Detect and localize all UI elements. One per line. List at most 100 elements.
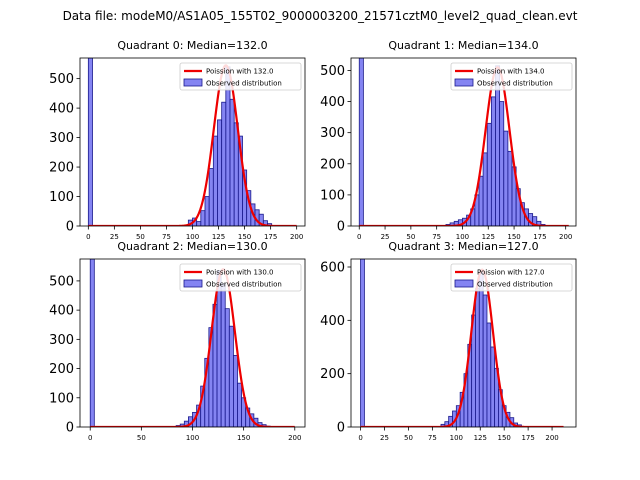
legend: Poission with 132.0 Observed distribution: [179, 62, 302, 91]
y-tick-label: 200: [320, 157, 345, 172]
x-tick-label: 100: [450, 434, 463, 442]
x-tick-label: 25: [381, 233, 390, 241]
histogram-bar: [217, 119, 223, 226]
x-tick-label: 0: [358, 434, 362, 442]
subplot-title: Quadrant 1: Median=134.0: [388, 39, 538, 52]
histogram-bar: [208, 168, 214, 226]
y-tick-label: 0: [337, 421, 345, 436]
legend-label-poisson: Poission with 127.0: [477, 269, 545, 277]
histogram-bar: [237, 382, 242, 427]
histogram-bar: [490, 96, 496, 226]
histogram-bar: [212, 135, 218, 226]
y-tick-label: 100: [49, 391, 74, 406]
histogram-bar: [220, 283, 226, 427]
histogram-bar: [233, 122, 239, 226]
histogram-bar: [486, 122, 492, 226]
x-tick-label: 75: [432, 233, 441, 241]
legend-label-observed: Observed distribution: [477, 281, 553, 289]
subplot-title: Quadrant 3: Median=127.0: [388, 240, 538, 253]
histogram-bar: [89, 259, 95, 427]
x-tick-label: 200: [290, 233, 303, 241]
x-tick-label: 175: [533, 233, 546, 241]
y-tick-label: 600: [320, 261, 345, 276]
plot-area: [87, 58, 297, 226]
y-tick-label: 200: [320, 367, 345, 382]
legend-box: [179, 263, 302, 292]
x-tick-label: 100: [186, 233, 199, 241]
histogram-bar: [229, 98, 235, 226]
x-tick-label: 50: [406, 233, 415, 241]
legend-label-observed: Observed distribution: [206, 80, 282, 88]
x-tick-label: 100: [456, 233, 469, 241]
legend-bar-swatch: [454, 279, 474, 288]
y-tick-label: 300: [320, 126, 345, 141]
histogram-bar: [225, 66, 231, 226]
x-tick-label: 200: [545, 434, 558, 442]
histogram-bar: [499, 101, 505, 226]
x-tick-label: 50: [404, 434, 413, 442]
histogram-bar: [358, 58, 364, 226]
histogram-bar: [216, 270, 222, 427]
x-tick-label: 0: [86, 233, 90, 241]
x-tick-label: 125: [212, 233, 225, 241]
subplots-grid: Quadrant 0: Median=132.0 0 25 50 75 100 125 150…: [49, 39, 577, 442]
histogram-bar: [233, 355, 238, 427]
subplot-title: Quadrant 2: Median=130.0: [117, 240, 267, 253]
histogram-bar: [490, 346, 496, 427]
y-tick-label: 0: [66, 220, 74, 235]
y-tick-label: 200: [49, 362, 74, 377]
y-tick-label: 300: [49, 333, 74, 348]
y-tick-label: 100: [320, 188, 345, 203]
legend-bar-swatch: [183, 279, 203, 288]
x-tick-label: 75: [428, 434, 437, 442]
subplot-title: Quadrant 0: Median=132.0: [117, 39, 267, 52]
legend-label-poisson: Poission with 130.0: [206, 269, 274, 277]
legend-label-poisson: Poission with 132.0: [206, 68, 274, 76]
histogram-bar: [224, 308, 230, 427]
histogram-bar: [482, 294, 488, 427]
x-tick-label: 25: [110, 233, 119, 241]
y-tick-label: 400: [320, 95, 345, 110]
plot-area: [358, 58, 569, 226]
axes-frame: [350, 57, 577, 227]
y-tick-label: 400: [49, 304, 74, 319]
histogram-bar: [478, 175, 484, 226]
histogram-bar: [200, 210, 206, 226]
subplot-quadrant-2: Quadrant 2: Median=130.0 0 50 100 150 200 0 100…: [49, 240, 306, 442]
x-tick-label: 175: [521, 434, 534, 442]
legend: Poission with 134.0 Observed distribution: [450, 62, 573, 91]
histogram-bar: [503, 130, 509, 226]
x-tick-label: 50: [136, 233, 145, 241]
x-tick-label: 125: [474, 434, 487, 442]
x-tick-label: 200: [288, 434, 301, 442]
x-tick-label: 50: [137, 434, 146, 442]
histogram-bar: [482, 152, 488, 226]
legend-bar-swatch: [183, 78, 203, 87]
poisson-fit-line: [88, 64, 297, 226]
histogram-bar: [196, 221, 202, 226]
x-tick-label: 175: [264, 233, 277, 241]
subplot-quadrant-1: Quadrant 1: Median=134.0 0 25 50 75 100 125 150…: [320, 39, 577, 241]
subplot-quadrant-0: Quadrant 0: Median=132.0 0 25 50 75 100 125 150…: [49, 39, 306, 241]
x-tick-label: 0: [88, 434, 92, 442]
y-tick-label: 400: [320, 314, 345, 329]
x-tick-label: 100: [186, 434, 199, 442]
poisson-fit-line: [90, 268, 295, 427]
x-tick-label: 75: [162, 233, 171, 241]
legend-box: [450, 62, 573, 91]
histogram-bar: [221, 101, 227, 226]
legend-label-poisson: Poission with 134.0: [477, 68, 545, 76]
x-tick-label: 200: [559, 233, 572, 241]
histogram-bar: [204, 196, 210, 226]
y-tick-label: 100: [49, 190, 74, 205]
figure-title: Data file: modeM0/AS1A05_155T02_90000032…: [63, 9, 578, 23]
legend: Poission with 130.0 Observed distribution: [179, 263, 302, 292]
axes-frame: [350, 258, 577, 428]
legend: Poission with 127.0 Observed distribution: [450, 263, 573, 292]
legend-label-observed: Observed distribution: [206, 281, 282, 289]
histogram-bar: [87, 58, 93, 226]
histogram-bar: [478, 270, 484, 427]
legend-label-observed: Observed distribution: [477, 80, 553, 88]
legend-box: [450, 263, 573, 292]
